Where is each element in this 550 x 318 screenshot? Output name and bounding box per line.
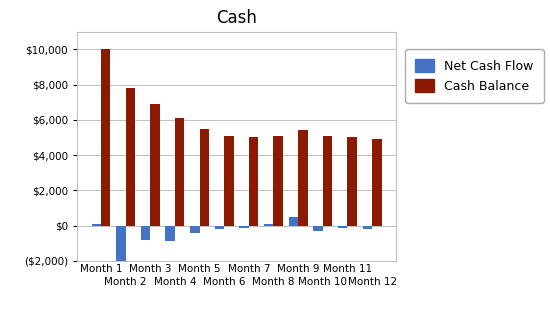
- Bar: [101, 49, 110, 225]
- Text: Month 6: Month 6: [203, 277, 245, 287]
- Text: Month 5: Month 5: [178, 264, 221, 274]
- Bar: [372, 139, 382, 225]
- Bar: [289, 217, 298, 225]
- Bar: [314, 225, 323, 231]
- Bar: [348, 137, 357, 225]
- Text: Month 11: Month 11: [323, 264, 372, 274]
- Bar: [116, 225, 125, 261]
- Text: Month 2: Month 2: [104, 277, 147, 287]
- Bar: [273, 136, 283, 225]
- Legend: Net Cash Flow, Cash Balance: Net Cash Flow, Cash Balance: [405, 50, 543, 103]
- Bar: [200, 129, 209, 225]
- Text: Month 10: Month 10: [298, 277, 347, 287]
- Bar: [323, 136, 332, 225]
- Bar: [125, 88, 135, 225]
- Bar: [264, 224, 273, 225]
- Bar: [363, 225, 372, 229]
- Bar: [224, 136, 234, 225]
- Bar: [215, 225, 224, 229]
- Bar: [298, 130, 307, 225]
- Bar: [175, 118, 184, 225]
- Bar: [91, 224, 101, 225]
- Title: Cash: Cash: [216, 10, 257, 27]
- Text: Month 8: Month 8: [252, 277, 295, 287]
- Text: Month 3: Month 3: [129, 264, 172, 274]
- Bar: [150, 104, 159, 225]
- Bar: [338, 225, 348, 228]
- Text: Month 7: Month 7: [228, 264, 270, 274]
- Bar: [249, 137, 258, 225]
- Text: Month 12: Month 12: [348, 277, 397, 287]
- Bar: [141, 225, 150, 240]
- Text: Month 1: Month 1: [80, 264, 122, 274]
- Bar: [239, 225, 249, 228]
- Bar: [166, 225, 175, 241]
- Bar: [190, 225, 200, 232]
- Text: Month 4: Month 4: [153, 277, 196, 287]
- Text: Month 9: Month 9: [277, 264, 320, 274]
